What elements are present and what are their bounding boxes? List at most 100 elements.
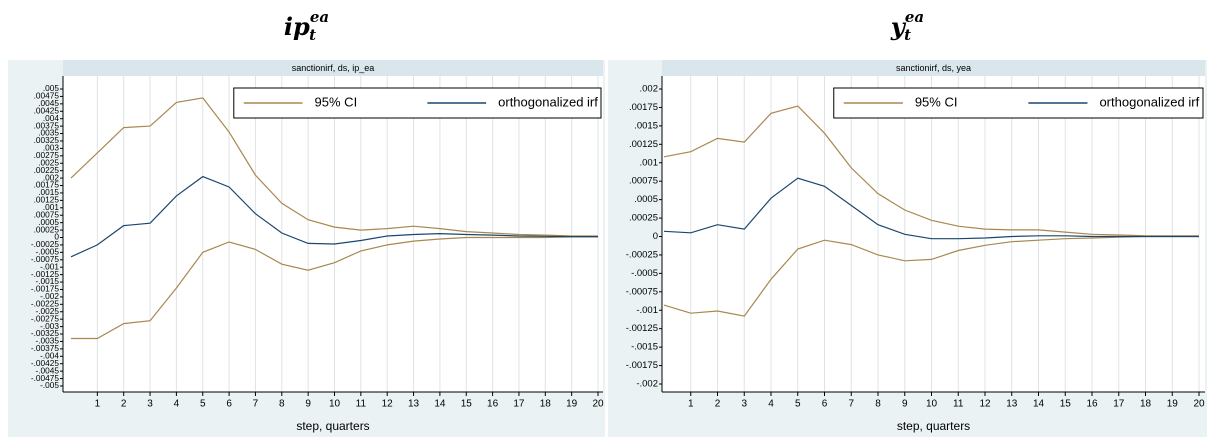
y-tick-label: -.00225: [31, 299, 60, 309]
series-line: [663, 105, 1199, 237]
y-tick-label: .001: [640, 157, 659, 168]
y-tick-label: -.0005: [631, 268, 658, 279]
y-tick-label: 0: [54, 232, 59, 242]
subtitle-band: [662, 60, 1205, 76]
x-tick-label: 4: [174, 399, 180, 410]
legend-label: orthogonalized irf: [1099, 94, 1199, 109]
x-tick-label: 3: [741, 399, 747, 410]
y-tick-label: .0015: [634, 120, 658, 131]
y-tick-label: -.0015: [631, 342, 658, 353]
y-tick-label: .00325: [34, 135, 60, 145]
x-tick-label: 10: [926, 399, 938, 410]
y-tick-label: .00175: [34, 180, 60, 190]
y-tick-label: -.00075: [31, 254, 60, 264]
series-line: [663, 235, 1199, 317]
plot-area: [662, 76, 1205, 392]
y-tick-label: .001: [43, 202, 60, 212]
y-tick-label: .005: [43, 83, 60, 93]
x-tick-label: 15: [461, 399, 473, 410]
x-tick-label: 9: [902, 399, 908, 410]
y-tick-label: .00075: [34, 209, 60, 219]
x-tick-label: 1: [688, 399, 694, 410]
title-superscript: ea: [905, 8, 924, 26]
y-tick-label: .0045: [38, 98, 59, 108]
title-subscript: t: [904, 26, 911, 44]
x-tick-label: 14: [1033, 399, 1045, 410]
x-tick-label: 7: [253, 399, 259, 410]
x-tick-label: 7: [848, 399, 854, 410]
y-tick-label: -.002: [636, 379, 658, 390]
panel-subtitle: sanctionirf, ds, ip_ea: [292, 63, 375, 73]
y-tick-label: -.0045: [35, 365, 59, 375]
legend-label: orthogonalized irf: [498, 94, 598, 109]
y-tick-label: .0005: [634, 194, 658, 205]
y-tick-label: -.001: [636, 305, 658, 316]
y-tick-label: .0025: [38, 157, 59, 167]
x-tick-label: 5: [200, 399, 206, 410]
x-tick-label: 8: [875, 399, 881, 410]
x-tick-label: 14: [434, 399, 446, 410]
x-tick-label: 18: [1140, 399, 1152, 410]
chart-title: yea t: [890, 8, 924, 44]
x-tick-label: 20: [1193, 399, 1205, 410]
x-axis-label: step, quarters: [897, 419, 970, 433]
panel-subtitle: sanctionirf, ds, yea: [896, 63, 971, 73]
y-tick-label: -.003: [40, 321, 59, 331]
x-tick-label: 13: [408, 399, 420, 410]
y-tick-label: -.00025: [626, 249, 658, 260]
title-subscript: t: [309, 26, 316, 44]
y-tick-label: .002: [43, 172, 60, 182]
title-superscript: ea: [310, 8, 329, 26]
x-tick-label: 2: [121, 399, 127, 410]
y-tick-label: .00125: [629, 139, 658, 150]
x-tick-label: 16: [487, 399, 499, 410]
y-tick-label: -.0025: [35, 306, 59, 316]
y-tick-label: -.00075: [626, 286, 658, 297]
legend: 95% CI orthogonalized irf: [833, 87, 1204, 119]
y-tick-label: -.00025: [31, 239, 60, 249]
y-tick-label: -.005: [40, 380, 59, 390]
y-tick-label: -.00175: [31, 284, 60, 294]
y-tick-label: 0: [653, 231, 658, 242]
series-line: [70, 175, 598, 258]
y-tick-label: -.001: [40, 261, 59, 271]
y-tick-label: -.00325: [31, 328, 60, 338]
y-tick-label: .00275: [34, 150, 60, 160]
x-tick-label: 3: [147, 399, 153, 410]
title-main: y: [890, 12, 907, 41]
x-tick-label: 19: [1167, 399, 1179, 410]
x-tick-label: 8: [279, 399, 285, 410]
y-tick-label: .00425: [34, 105, 60, 115]
y-tick-label: -.00425: [31, 358, 60, 368]
y-tick-label: .004: [43, 113, 60, 123]
x-tick-label: 10: [329, 399, 341, 410]
x-tick-label: 18: [540, 399, 552, 410]
x-tick-label: 4: [768, 399, 774, 410]
x-tick-label: 6: [226, 399, 232, 410]
x-tick-label: 20: [592, 399, 604, 410]
y-tick-label: .00175: [629, 102, 658, 113]
x-tick-label: 12: [979, 399, 991, 410]
y-tick-label: .00075: [629, 176, 658, 187]
y-tick-label: .0035: [38, 128, 59, 138]
y-tick-label: -.00175: [626, 360, 658, 371]
x-tick-label: 5: [795, 399, 801, 410]
y-tick-label: .002: [640, 84, 659, 95]
series-line: [70, 97, 598, 237]
x-tick-label: 16: [1086, 399, 1098, 410]
subtitle-band: [63, 60, 603, 76]
y-tick-label: -.00125: [626, 323, 658, 334]
y-tick-label: .0015: [38, 187, 59, 197]
y-tick-label: -.00475: [31, 373, 60, 383]
legend-label: 95% CI: [315, 94, 358, 109]
x-tick-label: 9: [305, 399, 311, 410]
y-tick-label: -.00275: [31, 313, 60, 323]
x-tick-label: 11: [356, 399, 367, 410]
x-tick-label: 13: [1006, 399, 1018, 410]
y-tick-label: .00125: [34, 195, 60, 205]
x-tick-label: 19: [566, 399, 578, 410]
y-tick-label: -.00375: [31, 343, 60, 353]
